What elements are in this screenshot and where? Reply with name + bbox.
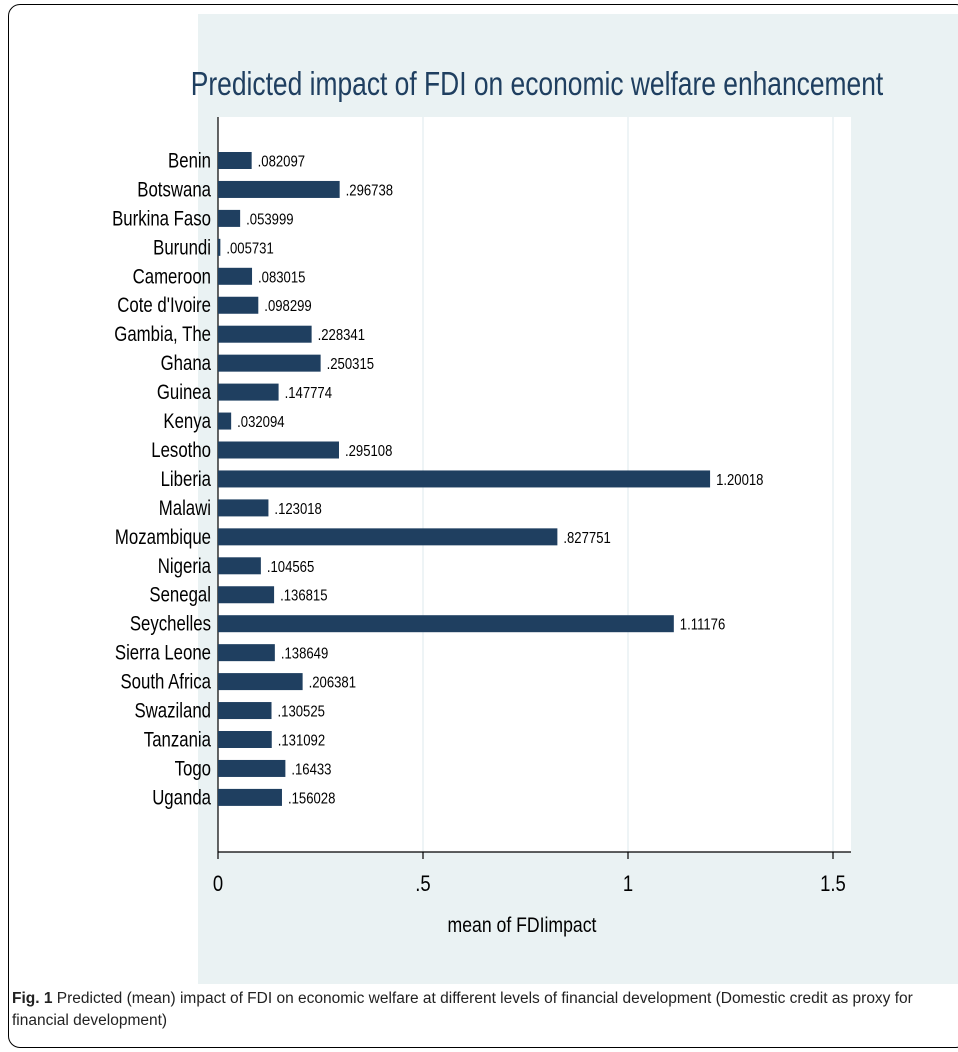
value-label: .156028 (288, 790, 335, 807)
bar (218, 470, 711, 488)
bar (218, 528, 558, 546)
value-label: .131092 (278, 732, 325, 749)
bar-chart: Benin Botswana Burkina Faso Burundi Cameroon… (112, 14, 958, 984)
bar (218, 557, 261, 575)
category-label: Seychelles (130, 613, 211, 636)
category-label: Senegal (149, 584, 211, 607)
bar (218, 759, 286, 777)
bar (218, 644, 275, 662)
bar (218, 209, 241, 227)
category-label: Uganda (152, 787, 211, 810)
x-tick-label: 0 (213, 873, 223, 897)
figure-caption: Fig. 1 Predicted (mean) impact of FDI on… (12, 988, 942, 1032)
value-label: .083015 (258, 269, 305, 286)
value-label: .295108 (345, 443, 392, 460)
bar (218, 180, 340, 198)
category-label: Tanzania (144, 729, 212, 752)
category-label: Botswana (137, 179, 211, 202)
bar (218, 412, 232, 430)
figure-frame (8, 4, 958, 1048)
bar (218, 702, 272, 720)
value-label: .228341 (318, 327, 365, 344)
bar (218, 383, 279, 401)
value-label: .206381 (309, 674, 356, 691)
value-label: .123018 (274, 501, 321, 518)
category-label: Burkina Faso (112, 208, 211, 231)
category-label: Liberia (161, 468, 212, 491)
bar (218, 673, 303, 691)
bar (218, 325, 312, 343)
chart-title: Predicted impact of FDI on economic welf… (191, 66, 884, 102)
category-label: Ghana (161, 352, 212, 375)
value-label: .104565 (267, 559, 314, 576)
bar (218, 354, 321, 372)
category-label: Malawi (159, 497, 211, 520)
bar (218, 441, 339, 459)
value-label: .147774 (285, 385, 332, 402)
bar (218, 586, 275, 604)
category-label: Kenya (163, 410, 211, 433)
category-label: Mozambique (115, 526, 211, 549)
category-labels: Benin Botswana Burkina Faso Burundi Cameroon… (112, 150, 211, 810)
value-label: .250315 (327, 356, 374, 373)
x-tick-label: 1 (623, 873, 633, 897)
bar (218, 296, 259, 314)
category-label: Gambia, The (114, 324, 211, 347)
category-label: Swaziland (134, 700, 211, 723)
x-tick-label: .5 (415, 873, 430, 897)
bar (218, 788, 282, 806)
value-label: .032094 (237, 414, 284, 431)
value-label: .005731 (226, 240, 273, 257)
category-label: Burundi (153, 237, 211, 260)
value-label: .138649 (281, 646, 328, 663)
x-tick-label: 1.5 (820, 873, 846, 897)
value-label: 1.20018 (716, 472, 763, 489)
bar (218, 615, 674, 633)
value-label: .136815 (280, 588, 327, 605)
x-ticks: 0 .5 1 1.5 (213, 852, 846, 896)
value-labels: .082097 .296738 .053999 .005731 .083015 .0982… (226, 153, 763, 807)
value-label: .16433 (291, 761, 331, 778)
bar (218, 731, 272, 748)
value-label: .082097 (258, 153, 305, 170)
value-label: .098299 (264, 298, 311, 315)
category-label: South Africa (120, 671, 211, 694)
caption-label: Fig. 1 (12, 990, 53, 1007)
bar (218, 499, 269, 517)
category-label: Sierra Leone (115, 642, 211, 665)
value-label: .296738 (346, 182, 393, 199)
caption-text: Predicted (mean) impact of FDI on econom… (12, 990, 913, 1029)
category-label: Cameroon (133, 266, 211, 289)
category-label: Cote d'Ivoire (117, 295, 211, 318)
bar (218, 267, 253, 285)
bars (218, 152, 711, 806)
x-axis-label: mean of FDIimpact (448, 914, 597, 938)
category-label: Guinea (157, 381, 212, 404)
category-label: Nigeria (158, 555, 212, 578)
value-label: .827751 (563, 530, 610, 547)
category-label: Benin (168, 150, 211, 173)
bar (218, 238, 221, 256)
value-label: 1.11176 (680, 617, 725, 634)
value-label: .130525 (278, 703, 325, 720)
category-label: Lesotho (151, 439, 211, 462)
bar (218, 152, 252, 169)
value-label: .053999 (246, 211, 293, 228)
category-label: Togo (175, 758, 211, 781)
